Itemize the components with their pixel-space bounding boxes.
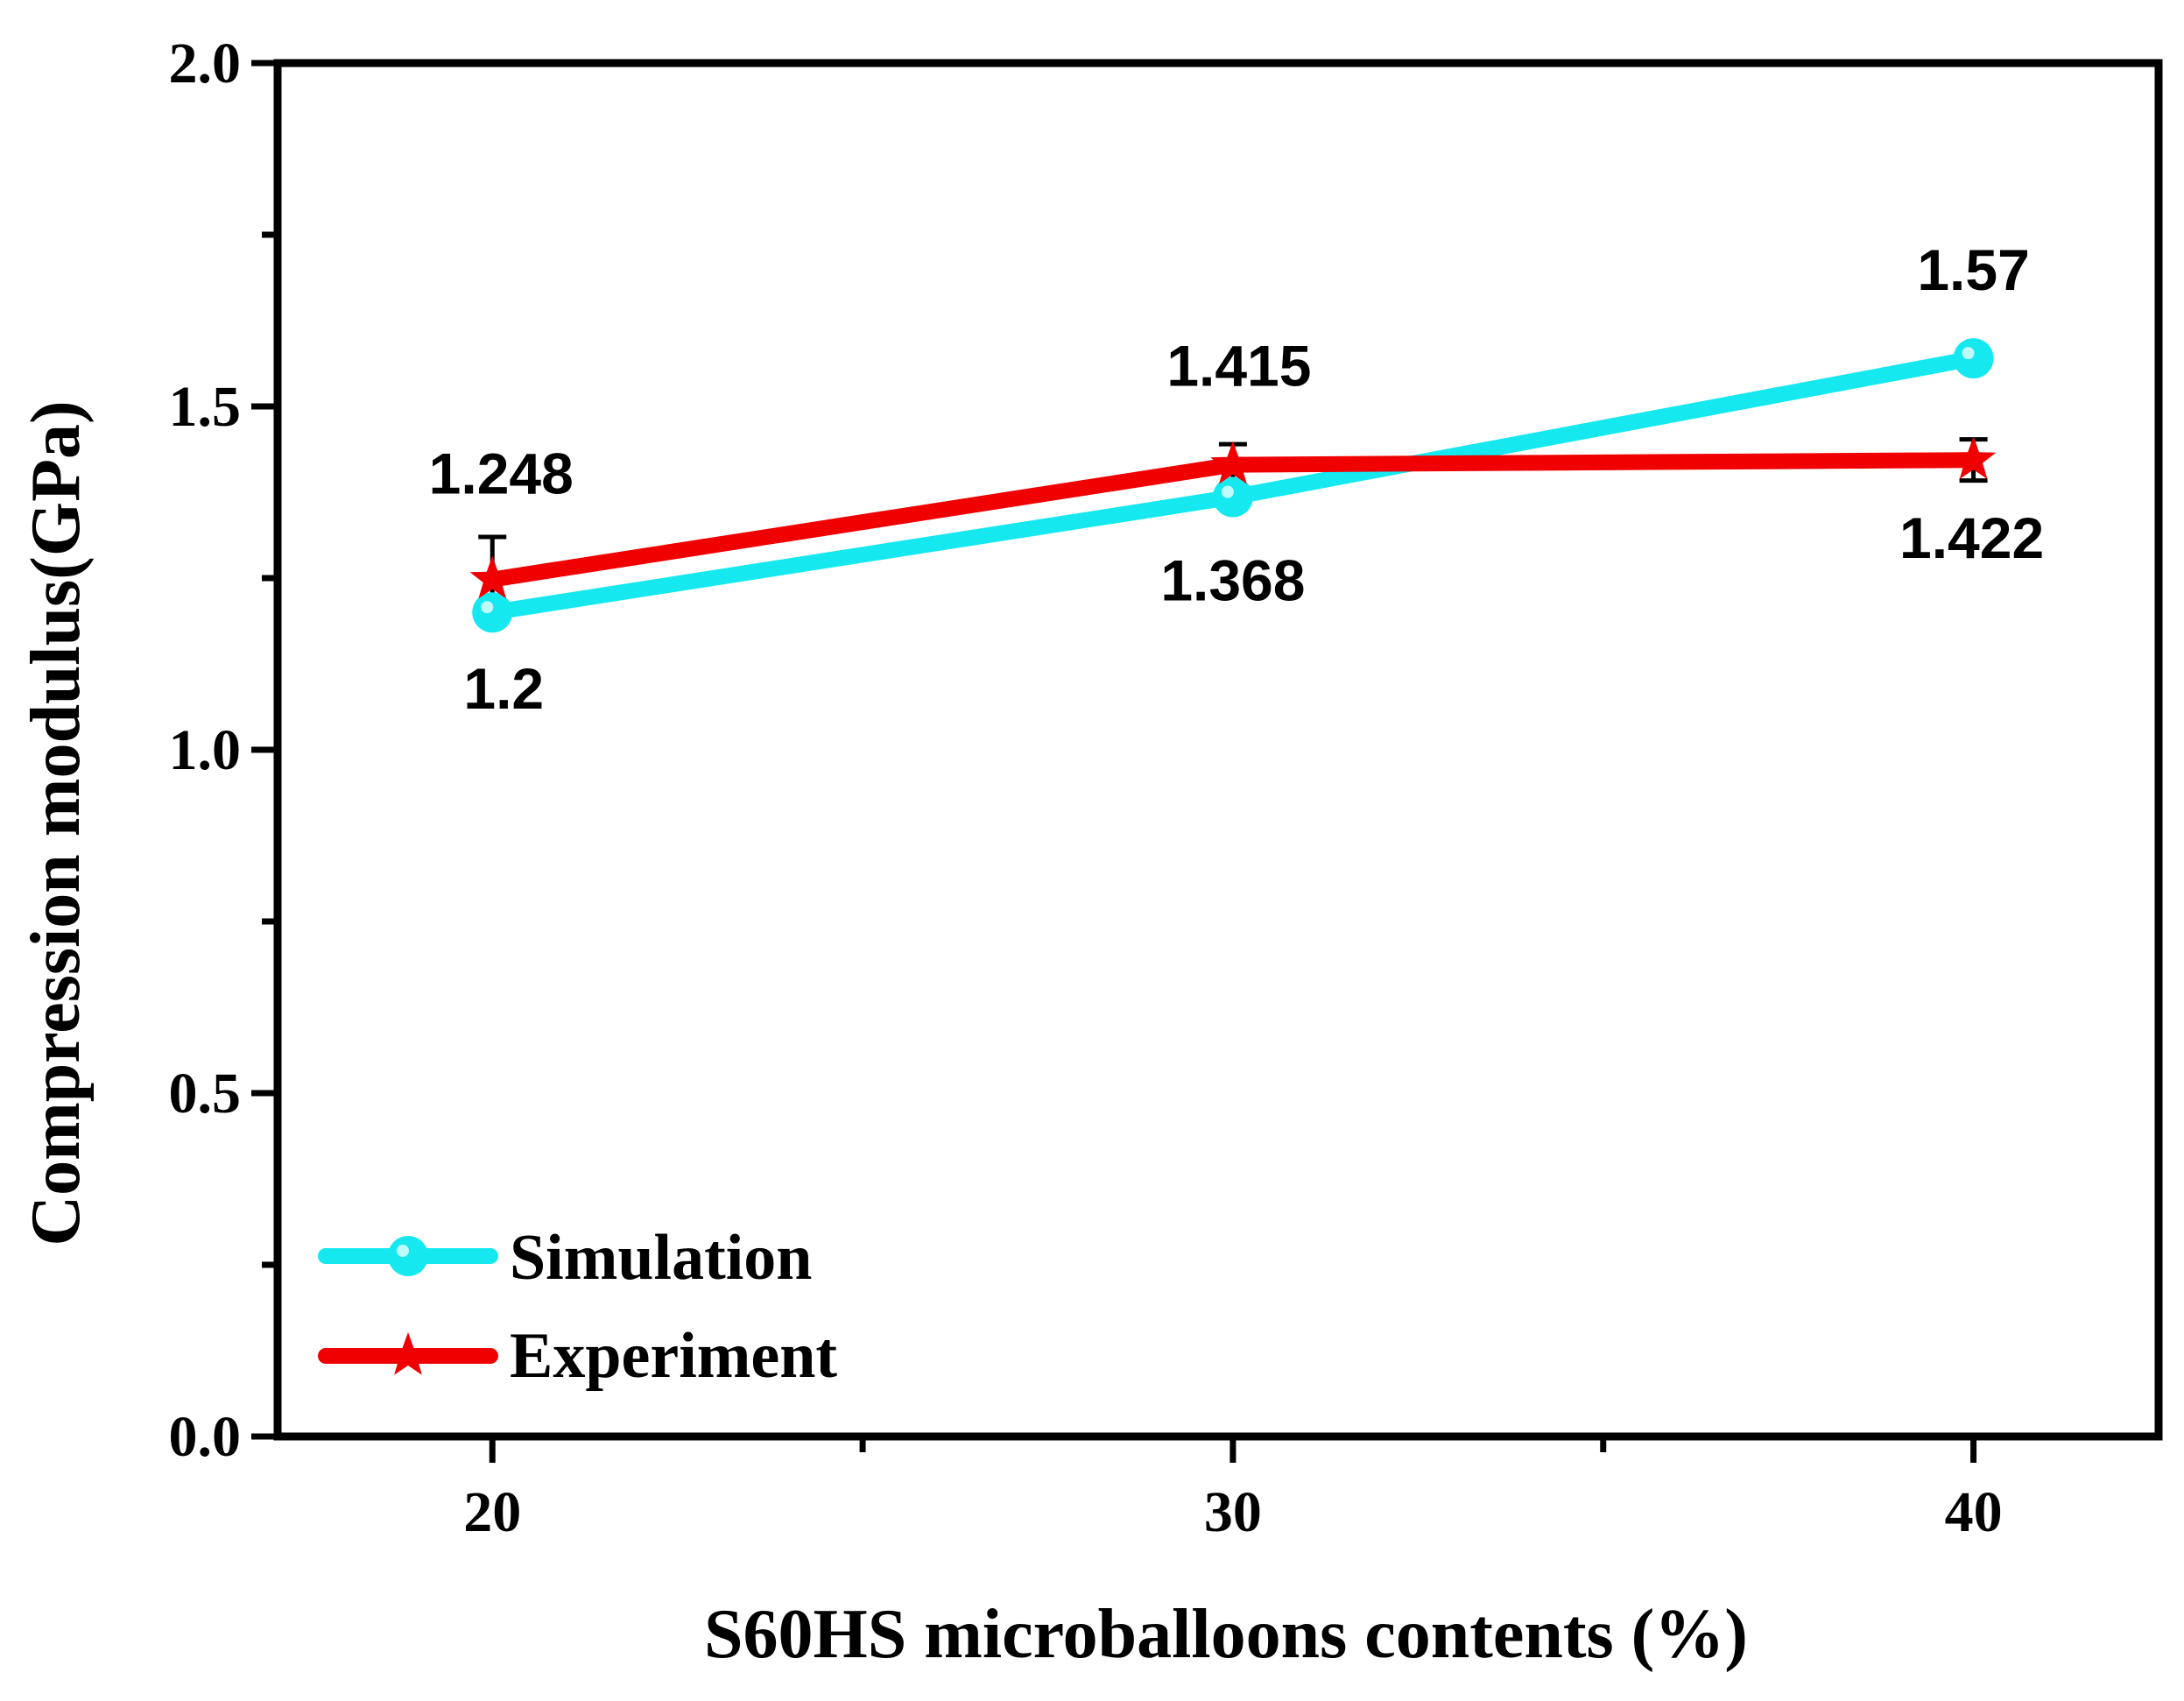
simulation-data-label: 1.57 xyxy=(1917,237,2029,302)
legend-marker-experiment xyxy=(385,1332,431,1375)
experiment-data-label: 1.248 xyxy=(429,441,574,506)
y-tick-label: 1.0 xyxy=(169,718,242,782)
y-tick-label: 1.5 xyxy=(169,375,242,439)
legend: Simulation Experiment xyxy=(318,1222,837,1392)
experiment-data-label: 1.422 xyxy=(1899,505,2044,570)
experiment-data-label: 1.415 xyxy=(1166,334,1311,399)
legend-label-simulation: Simulation xyxy=(510,1222,812,1294)
simulation-point xyxy=(472,592,513,633)
x-tick-label: 30 xyxy=(1204,1480,1262,1544)
experiment-point xyxy=(1210,441,1256,484)
simulation-point-highlight xyxy=(481,601,494,614)
plot-area: 0.0 0.5 1.0 1.5 2.0 20 30 40 xyxy=(169,32,2163,1544)
y-tick-label: 2.0 xyxy=(169,32,242,95)
simulation-point xyxy=(1212,476,1253,518)
x-tick-label: 40 xyxy=(1945,1480,2003,1544)
y-tick-label: 0.0 xyxy=(169,1405,242,1469)
experiment-point xyxy=(1950,436,1997,479)
x-tick-label: 20 xyxy=(463,1480,521,1544)
y-axis-title: Compression modulus(GPa) xyxy=(18,400,95,1246)
x-axis-title: S60HS microballoons contents (%) xyxy=(704,1596,1748,1673)
legend-marker-highlight xyxy=(397,1245,409,1257)
y-tick-label: 0.5 xyxy=(169,1062,242,1126)
simulation-data-label: 1.368 xyxy=(1160,547,1305,612)
data-layer: 1.2 1.368 1.57 1.248 1.415 1.422 xyxy=(429,237,2045,721)
simulation-point-highlight xyxy=(1962,347,1975,360)
experiment-point xyxy=(469,555,515,599)
simulation-point xyxy=(1953,338,1994,379)
legend-label-experiment: Experiment xyxy=(510,1320,837,1392)
simulation-point-highlight xyxy=(1221,485,1234,498)
simulation-data-label: 1.2 xyxy=(463,656,544,721)
legend-marker-simulation xyxy=(388,1236,428,1276)
